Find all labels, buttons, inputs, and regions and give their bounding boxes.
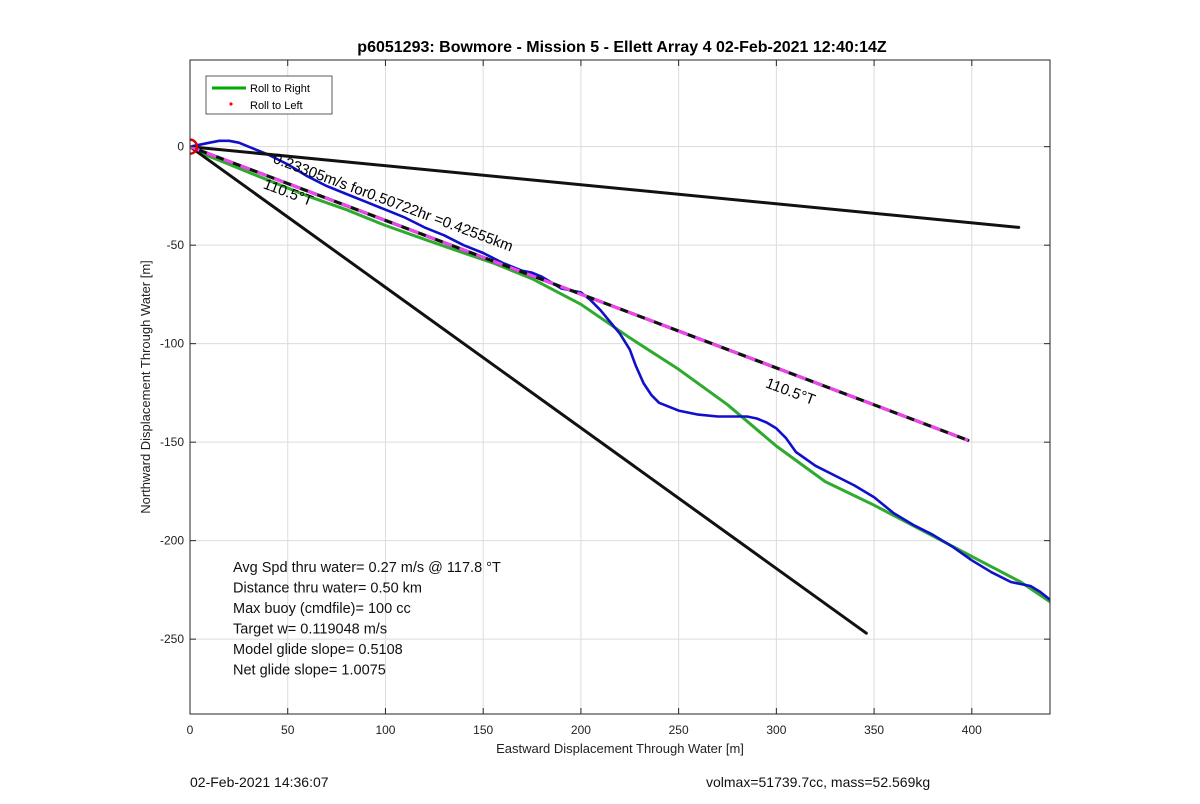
stats-block: Avg Spd thru water= 0.27 m/s @ 117.8 °T D… [233, 560, 501, 679]
stats-line: Avg Spd thru water= 0.27 m/s @ 117.8 °T [233, 560, 501, 576]
x-tick-label: 300 [766, 723, 786, 737]
footer-timestamp: 02-Feb-2021 14:36:07 [190, 774, 329, 790]
x-tick-label: 400 [962, 723, 982, 737]
chart-title: p6051293: Bowmore - Mission 5 - Ellett A… [357, 39, 887, 56]
x-tick-label: 0 [187, 723, 194, 737]
stats-line: Model glide slope= 0.5108 [233, 642, 403, 658]
legend-label-roll-right: Roll to Right [250, 83, 310, 95]
axis-ticks: 0 50 100 150 200 250 300 350 400 0 -50 -100 -150 -200… [160, 60, 1050, 737]
y-tick-label: 0 [177, 140, 184, 154]
stats-line: Max buoy (cmdfile)= 100 cc [233, 601, 411, 617]
legend-label-roll-left: Roll to Left [250, 100, 303, 112]
series-actual-track [190, 139, 1050, 602]
y-axis-label: Northward Displacement Through Water [m] [138, 260, 153, 514]
series-heading-line-upper [190, 145, 1021, 229]
x-tick-label: 50 [281, 723, 295, 737]
start-point-marker [190, 138, 199, 155]
x-tick-label: 350 [864, 723, 884, 737]
stats-line: Distance thru water= 0.50 km [233, 581, 422, 597]
y-tick-label: -250 [160, 632, 184, 646]
x-tick-label: 250 [669, 723, 689, 737]
stats-line: Target w= 0.119048 m/s [233, 622, 387, 638]
footer-vehicle-info: volmax=51739.7cc, mass=52.569kg [706, 774, 931, 790]
y-tick-label: -200 [160, 534, 184, 548]
series-layer [190, 138, 1050, 635]
x-tick-label: 200 [571, 723, 591, 737]
grid [189, 60, 1050, 714]
x-tick-label: 150 [473, 723, 493, 737]
y-tick-label: -100 [160, 337, 184, 351]
legend-box [205, 75, 333, 115]
y-tick-label: -150 [160, 435, 184, 449]
plot-frame [189, 59, 1051, 715]
x-axis-label: Eastward Displacement Through Water [m] [496, 741, 744, 756]
plot-area [190, 60, 1050, 714]
legend: Roll to Right Roll to Left [205, 75, 333, 115]
y-tick-label: -50 [167, 238, 185, 252]
x-tick-label: 100 [375, 723, 395, 737]
legend-marker-roll-left [229, 102, 233, 106]
series-heading-line-lower [190, 145, 868, 635]
stats-line: Net glide slope= 1.0075 [233, 663, 386, 679]
series-roll-to-right-track [190, 145, 1050, 604]
series-net-displacement-dash [190, 145, 969, 442]
